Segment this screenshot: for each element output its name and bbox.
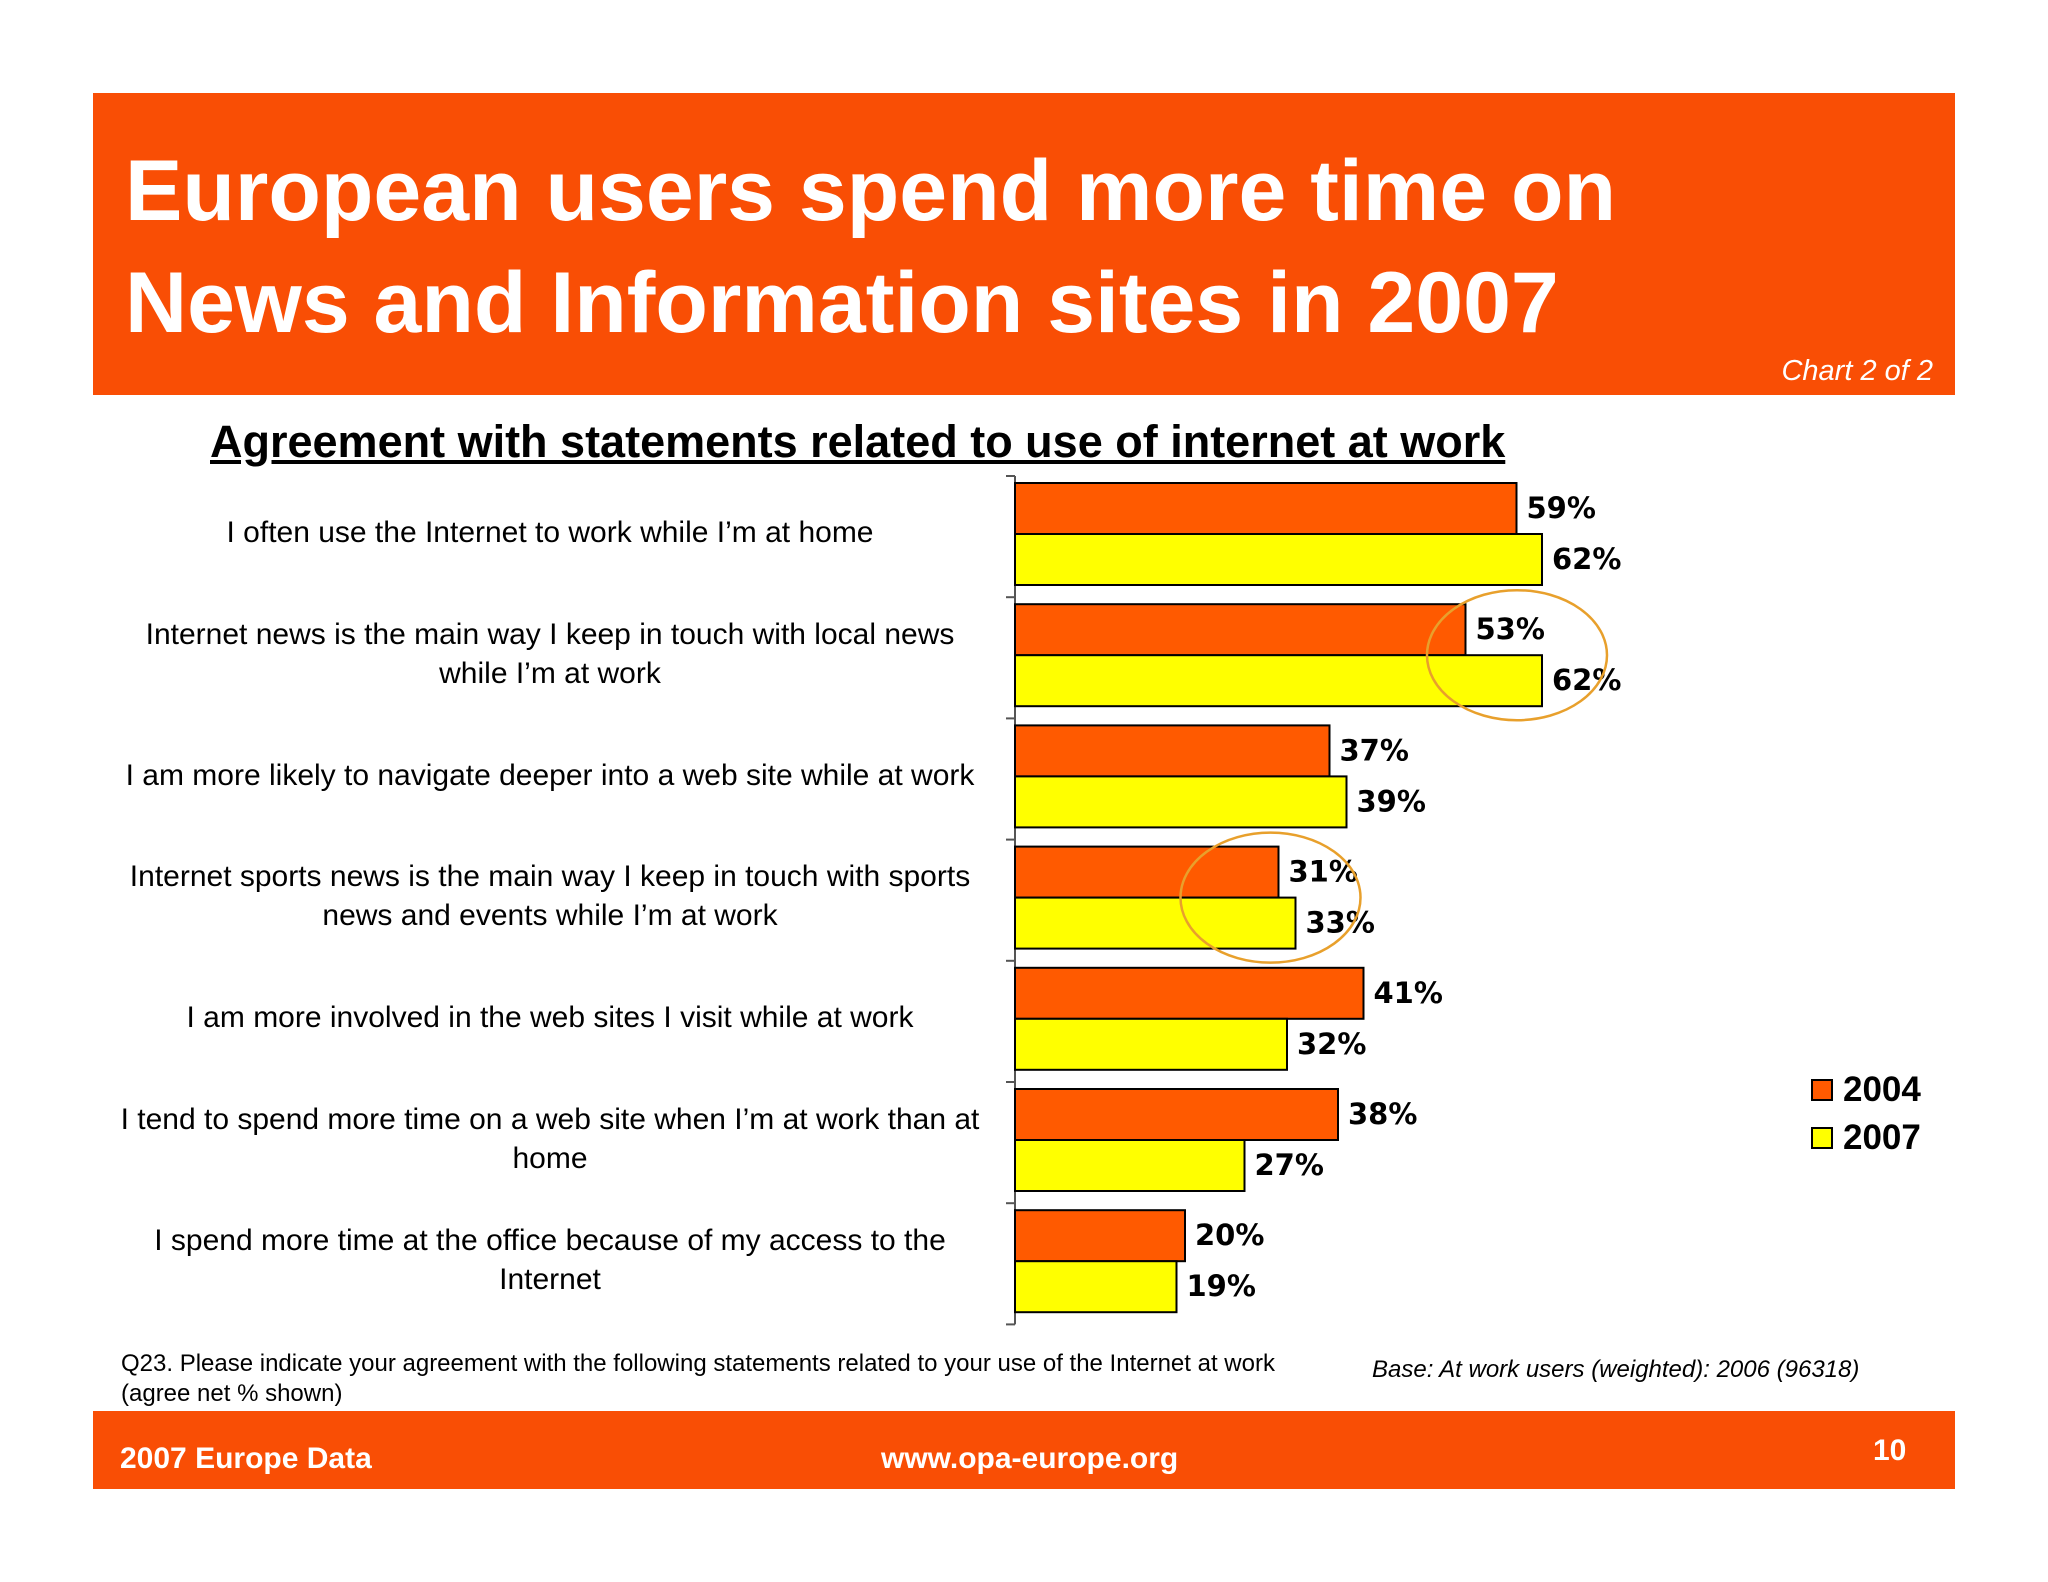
bar-2007-3	[1014, 896, 1297, 950]
header-banner: European users spend more time on News a…	[93, 93, 1955, 395]
value-label-2007-6: 19%	[1187, 1269, 1256, 1303]
bar-2004-2	[1014, 724, 1331, 778]
footer-source: 2007 Europe Data	[120, 1442, 372, 1475]
highlight-circle-3	[1179, 831, 1362, 964]
category-label-4: I am more involved in the web sites I vi…	[186, 1000, 914, 1034]
legend-item-2007: 2007	[1811, 1114, 1921, 1162]
value-label-2007-4: 32%	[1297, 1027, 1366, 1061]
value-label-2007-5: 27%	[1255, 1148, 1324, 1182]
bar-2004-0	[1014, 482, 1518, 535]
highlight-circle-1	[1425, 588, 1609, 722]
legend-item-2004: 2004	[1811, 1066, 1921, 1114]
bar-2004-1	[1014, 603, 1467, 657]
page-title: European users spend more time on News a…	[125, 135, 1616, 359]
category-label-5: I tend to spend more time on a web site …	[120, 1102, 980, 1175]
base-note: Base: At work users (weighted): 2006 (96…	[1372, 1356, 1860, 1383]
page-title-line-2: News and Information sites in 2007	[125, 255, 1559, 351]
value-label-2004-0: 59%	[1527, 491, 1596, 525]
page-title-line-1: European users spend more time on	[125, 143, 1617, 239]
category-label-1: Internet news is the main way I keep in …	[145, 617, 955, 690]
category-label-2: I am more likely to navigate deeper into…	[125, 758, 975, 792]
category-label-6: I spend more time at the office because …	[154, 1223, 946, 1296]
legend: 2004 2007	[1811, 1066, 1921, 1162]
question-footnote: Q23. Please indicate your agreement with…	[121, 1350, 1275, 1407]
bar-2007-2	[1014, 775, 1348, 829]
category-label-0: I often use the Internet to work while I…	[226, 516, 874, 550]
value-label-2004-6: 20%	[1195, 1218, 1264, 1252]
value-label-2007-3: 33%	[1306, 906, 1375, 940]
bar-2007-4	[1014, 1017, 1288, 1071]
value-label-2007-1: 62%	[1552, 663, 1621, 697]
bar-2007-0	[1014, 533, 1543, 586]
value-label-2004-5: 38%	[1348, 1097, 1417, 1131]
page-number: 10	[1873, 1434, 1907, 1467]
bar-2007-6	[1014, 1260, 1178, 1314]
value-label-2004-1: 53%	[1476, 612, 1545, 646]
category-label-3: Internet sports news is the main way I k…	[129, 860, 971, 933]
chart-title: Agreement with statements related to use…	[210, 416, 1506, 467]
chart-number: Chart 2 of 2	[1781, 355, 1933, 387]
legend-label-2007: 2007	[1843, 1118, 1921, 1157]
value-label-2004-3: 31%	[1289, 855, 1358, 889]
bar-2004-3	[1014, 845, 1280, 899]
legend-label-2004: 2004	[1843, 1070, 1921, 1109]
legend-swatch-2004	[1811, 1079, 1833, 1101]
bar-2007-1	[1014, 654, 1543, 708]
bar-2004-5	[1014, 1088, 1339, 1141]
value-label-2004-4: 41%	[1374, 976, 1443, 1010]
value-label-2007-2: 39%	[1357, 784, 1426, 818]
value-label-2004-2: 37%	[1340, 733, 1409, 767]
footer-url: www.opa-europe.org	[881, 1442, 1179, 1475]
legend-swatch-2007	[1811, 1127, 1833, 1149]
footer-banner: 2007 Europe Data www.opa-europe.org 10	[93, 1411, 1955, 1489]
bar-2004-6	[1014, 1209, 1186, 1263]
bar-2007-5	[1014, 1139, 1246, 1192]
bar-chart: 59%62%53%62%37%39%31%33%41%32%38%27%20%1…	[1006, 475, 1621, 1326]
bar-2004-4	[1014, 966, 1365, 1020]
value-label-2007-0: 62%	[1552, 542, 1621, 576]
